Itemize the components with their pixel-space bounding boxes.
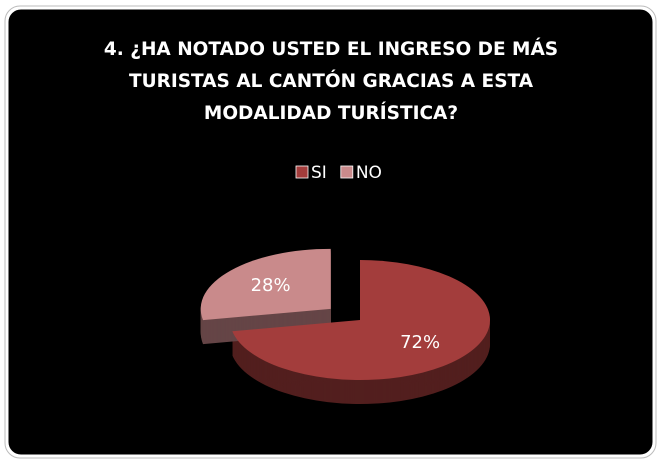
data-label: 28% bbox=[251, 275, 291, 296]
slice bbox=[232, 260, 490, 380]
pie: 72% 28% bbox=[200, 248, 491, 405]
data-label: 72% bbox=[400, 332, 440, 353]
slice bbox=[200, 248, 331, 321]
chart-title: 4. ¿HA NOTADO USTED EL INGRESO DE MÁS TU… bbox=[103, 39, 559, 124]
legend-swatch bbox=[340, 165, 354, 179]
legend-swatch bbox=[295, 165, 309, 179]
card-outline bbox=[4, 5, 657, 459]
legend-label: SI bbox=[311, 163, 327, 183]
card-background bbox=[5, 6, 656, 458]
legend-label: NO bbox=[356, 163, 382, 183]
legend: SI NO bbox=[295, 163, 382, 183]
